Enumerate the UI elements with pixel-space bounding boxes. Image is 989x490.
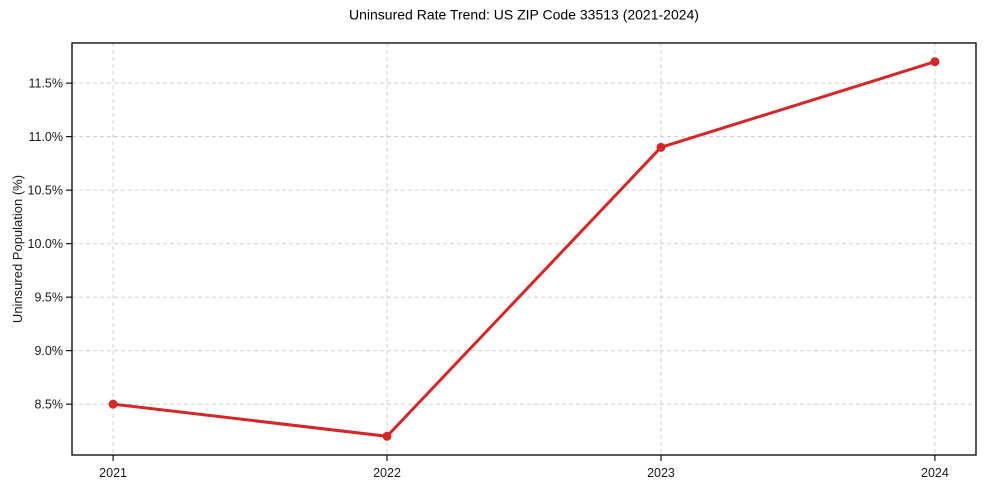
x-tick-label: 2023: [647, 466, 675, 480]
y-tick-label: 11.5%: [28, 77, 63, 91]
data-point: [382, 431, 392, 441]
data-point: [108, 399, 118, 409]
y-tick-label: 10.0%: [28, 237, 63, 251]
x-tick-label: 2022: [373, 466, 401, 480]
data-point: [656, 142, 666, 152]
plot-layer: 8.5% 9.0% 9.5% 10.0% 10.5% 11.0% 11.5% 2021 2022…: [28, 42, 977, 480]
data-point: [930, 57, 940, 67]
y-axis-label: Uninsured Population (%): [10, 175, 25, 323]
y-tick-label: 10.5%: [28, 184, 63, 198]
y-tick-label: 9.0%: [35, 344, 64, 358]
x-tick-label: 2021: [99, 466, 127, 480]
trend-line: [111, 60, 937, 438]
plot-area: [72, 43, 976, 455]
plot-border: [71, 42, 977, 456]
chart-title: Uninsured Rate Trend: US ZIP Code 33513 …: [349, 7, 699, 23]
y-tick-label: 9.5%: [35, 291, 64, 305]
x-tick-label: 2024: [921, 466, 949, 480]
y-tick-label: 11.0%: [28, 130, 63, 144]
y-tick-label: 8.5%: [35, 398, 64, 412]
